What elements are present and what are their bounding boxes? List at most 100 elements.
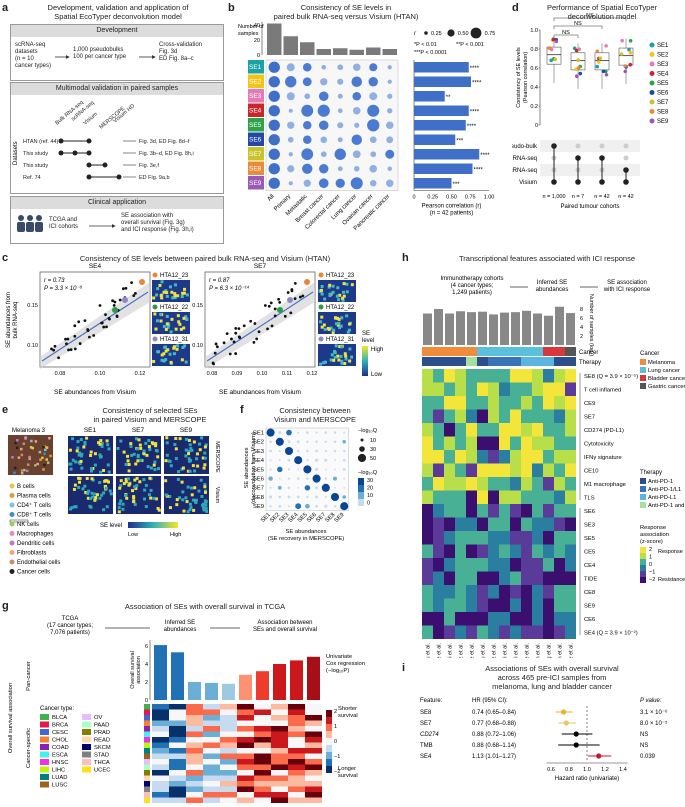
thumb-spot bbox=[328, 294, 332, 298]
se-map-spot bbox=[142, 478, 146, 482]
se-map-spot bbox=[188, 443, 192, 447]
heat-cell bbox=[254, 715, 271, 721]
tissue-cell bbox=[28, 457, 31, 461]
heat-cell bbox=[466, 504, 477, 518]
heat-cell bbox=[554, 382, 565, 396]
heat-cell bbox=[433, 382, 444, 396]
legend-label: SE9 bbox=[657, 119, 669, 125]
heat-cell bbox=[554, 490, 565, 504]
tissue-cell bbox=[26, 463, 30, 466]
heat-cell bbox=[532, 450, 543, 464]
cell-legend-label: Macrophages bbox=[17, 532, 53, 538]
heat-cell bbox=[554, 423, 565, 437]
heat-cell bbox=[433, 625, 444, 639]
se-map-spot bbox=[195, 457, 199, 461]
hr-head: HR (95% CI): bbox=[472, 698, 508, 704]
se-map-spot bbox=[77, 476, 81, 480]
f-dot bbox=[303, 465, 312, 474]
heat-cell bbox=[305, 753, 322, 759]
se-map-spot bbox=[186, 485, 190, 489]
se-map-spot bbox=[89, 450, 93, 454]
thumb-spot bbox=[162, 359, 166, 363]
tissue-cell bbox=[45, 458, 48, 461]
se-map-spot bbox=[153, 460, 157, 464]
heat-cell bbox=[455, 409, 466, 423]
thumb-spot bbox=[159, 312, 163, 316]
study-label: Gide et al. bbox=[569, 643, 575, 658]
heat-cell bbox=[510, 544, 521, 558]
se-map-spot bbox=[175, 503, 179, 507]
thumb-spot bbox=[337, 317, 341, 321]
se-map-spot bbox=[142, 451, 146, 455]
ns-label: NS bbox=[586, 13, 594, 19]
heat-cell bbox=[271, 753, 288, 759]
thumb-spot bbox=[345, 290, 349, 294]
scatter-point bbox=[277, 297, 281, 301]
survival-bar bbox=[171, 652, 184, 700]
heat-cell bbox=[444, 625, 455, 639]
heat-cell bbox=[543, 450, 554, 464]
dot bbox=[268, 148, 280, 160]
heat-cell bbox=[169, 742, 186, 748]
heat-cell bbox=[288, 731, 305, 737]
scatter-point bbox=[225, 332, 229, 336]
heat-cell bbox=[444, 585, 455, 599]
tissue-cell bbox=[20, 447, 23, 451]
f-col-label: SE2 bbox=[269, 512, 281, 524]
sample-bar bbox=[445, 313, 454, 345]
heat-cell bbox=[510, 463, 521, 477]
row-label: SE6 bbox=[249, 137, 262, 144]
se-map-spot bbox=[71, 458, 75, 462]
bar-ylabel2: association bbox=[136, 656, 142, 684]
heat-cell bbox=[422, 558, 433, 572]
panel-h-chart: Immunotherapy cohorts(4 cancer types;1,2… bbox=[422, 276, 685, 658]
heat-cell bbox=[254, 759, 271, 765]
heat-cell bbox=[543, 436, 554, 450]
heat-cell bbox=[455, 450, 466, 464]
scatter-point bbox=[267, 304, 271, 308]
cancer-cell bbox=[444, 347, 455, 356]
heat-cell bbox=[254, 720, 271, 726]
heat-cell bbox=[237, 792, 254, 798]
se-map-spot bbox=[203, 499, 207, 503]
heat-cell bbox=[543, 544, 554, 558]
se-map-spot bbox=[126, 454, 130, 458]
scatter-point bbox=[215, 345, 219, 349]
se-map-spot bbox=[109, 492, 113, 496]
matrix-dot-off bbox=[575, 143, 581, 149]
panel-f-title: Consistency between Visium and MERSCOPE bbox=[260, 406, 370, 424]
f-dot bbox=[277, 466, 283, 473]
dot bbox=[303, 135, 312, 144]
heat-cell bbox=[237, 786, 254, 792]
f-dot bbox=[278, 459, 281, 462]
thumb-spot bbox=[330, 353, 334, 357]
corr-bar bbox=[414, 91, 445, 102]
f-dot bbox=[278, 431, 282, 435]
heat-cell bbox=[488, 531, 499, 545]
heat-cell bbox=[466, 585, 477, 599]
resp-tick: −1 bbox=[649, 570, 655, 576]
panel-i-title1: Associations of SEs with overall surviva… bbox=[485, 664, 619, 673]
cancer-legend-swatch bbox=[640, 383, 646, 389]
scatter-point bbox=[301, 294, 305, 298]
visium-label: Visium bbox=[214, 487, 220, 504]
thumb-spot bbox=[166, 348, 170, 352]
heat-cell bbox=[152, 792, 169, 798]
heat-cell bbox=[565, 517, 576, 531]
col-legend-swatch bbox=[358, 485, 364, 492]
point bbox=[601, 69, 606, 74]
heat-cell bbox=[169, 764, 186, 770]
feature-label: CD274 (PD-L1) bbox=[584, 428, 624, 434]
thumb-spot bbox=[337, 321, 341, 325]
p-text: NS bbox=[640, 732, 648, 738]
heat-cell bbox=[169, 781, 186, 787]
dot bbox=[337, 137, 343, 143]
heat-cell bbox=[271, 737, 288, 743]
heat-cell bbox=[254, 731, 271, 737]
p-head: P value: bbox=[640, 698, 662, 704]
dot bbox=[304, 93, 311, 100]
scatter-point bbox=[73, 334, 77, 338]
scatter-point bbox=[52, 348, 56, 352]
point bbox=[595, 49, 600, 54]
dev-left1: scRNA-seq bbox=[15, 42, 46, 48]
